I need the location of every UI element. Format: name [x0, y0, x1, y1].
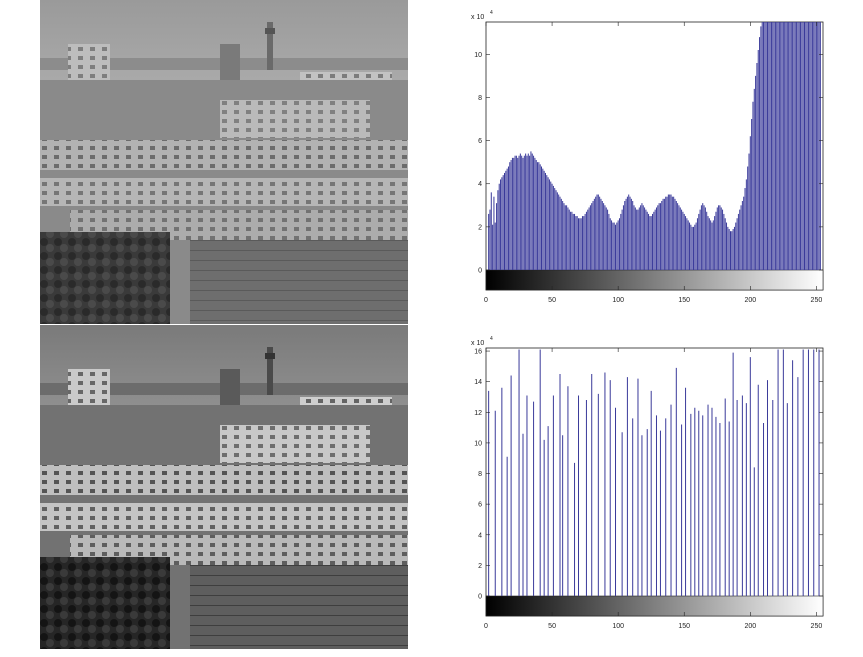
x-tick-label: 100: [612, 297, 624, 304]
y-tick-label: 0: [478, 268, 482, 275]
exponent-label: x 10: [471, 340, 484, 347]
plot-frame: [485, 347, 824, 617]
x-tick-label: 200: [744, 623, 756, 630]
y-tick-label: 14: [474, 379, 482, 386]
y-tick-label: 6: [478, 138, 482, 145]
x-tick-label: 50: [548, 297, 556, 304]
x-tick-label: 50: [548, 623, 556, 630]
y-tick-label: 4: [478, 532, 482, 539]
x-tick-label: 150: [678, 623, 690, 630]
x-tick-label: 250: [811, 297, 823, 304]
y-tick-label: 6: [478, 502, 482, 509]
histogram-equalized-panel: x 10 4 0 2 4 6 8 10 12 14 16 0 50 100 150 200 250: [468, 330, 828, 652]
y-tick-label: 2: [478, 224, 482, 231]
exponent-label: x 10: [471, 14, 484, 21]
y-tick-label: 10: [474, 52, 482, 59]
cityscape-photo-original: [40, 0, 408, 324]
y-tick-label: 10: [474, 440, 482, 447]
x-tick-label: 0: [484, 623, 488, 630]
y-tick-label: 12: [474, 410, 482, 417]
cityscape-photo-equalized: [40, 325, 408, 649]
x-tick-label: 100: [612, 623, 624, 630]
grayscale-colorbar: [485, 269, 824, 291]
cityscape-photo-original-image: [40, 0, 408, 324]
y-tick-label: 4: [478, 181, 482, 188]
x-tick-label: 0: [484, 297, 488, 304]
x-tick-label: 150: [678, 297, 690, 304]
plot-frame: [485, 21, 824, 291]
histogram-equalized-chart: x 10 4 0 2 4 6 8 10 12 14 16 0 50 100 150 200 250: [471, 336, 824, 630]
cityscape-photo-equalized-image: [40, 325, 408, 649]
exponent-power: 4: [490, 10, 493, 16]
x-tick-label: 250: [811, 623, 823, 630]
y-tick-label: 0: [478, 594, 482, 601]
y-tick-label: 8: [478, 471, 482, 478]
exponent-power: 4: [490, 336, 493, 342]
y-tick-label: 16: [474, 349, 482, 356]
grayscale-colorbar: [485, 595, 824, 617]
x-tick-label: 200: [744, 297, 756, 304]
y-tick-label: 2: [478, 563, 482, 570]
y-tick-label: 8: [478, 95, 482, 102]
histogram-original-panel: x 10 4 0 2 4 6 8 10 0 50 100 150 200 250: [468, 4, 828, 326]
